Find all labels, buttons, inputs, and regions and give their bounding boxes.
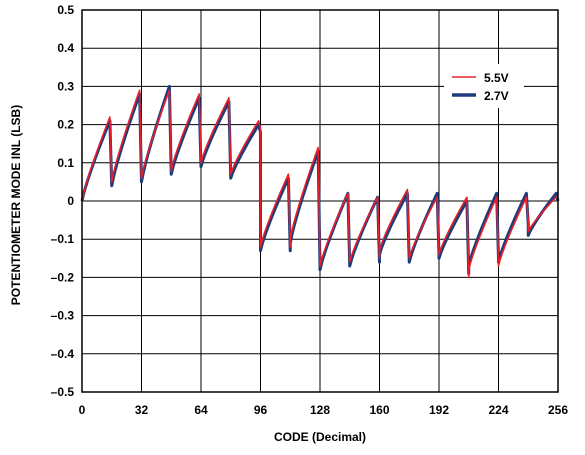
- plot-frame: [81, 9, 559, 393]
- y-tick-label: –0.1: [51, 232, 75, 246]
- x-tick-label: 160: [369, 403, 389, 417]
- x-tick-label: 256: [548, 403, 568, 417]
- grid: [81, 9, 559, 393]
- y-tick-label: 0.4: [57, 41, 74, 55]
- legend-box: [444, 64, 524, 108]
- x-tick-label: 192: [429, 403, 449, 417]
- x-tick-label: 96: [254, 403, 268, 417]
- x-tick-label: 32: [135, 403, 149, 417]
- y-tick-label: 0.2: [57, 118, 74, 132]
- x-tick-label: 0: [79, 403, 86, 417]
- y-tick-label: 0.1: [57, 156, 74, 170]
- series-line-5-5v: [81, 89, 558, 279]
- tick-labels: 0 32 64 96 128 160 192 224 256 0.5 0.4 0.3 0.2 0.1 0 –0…: [51, 3, 569, 417]
- x-axis-title: CODE (Decimal): [274, 430, 366, 444]
- y-axis-title: POTENTIOMETER MODE INL (LSB): [9, 105, 23, 305]
- y-tick-label: –0.4: [51, 347, 75, 361]
- y-tick-label: 0: [67, 194, 74, 208]
- x-tick-label: 224: [488, 403, 508, 417]
- y-tick-label: 0.3: [57, 79, 74, 93]
- legend: 5.5V 2.7V: [444, 64, 524, 108]
- series-layer: [80, 84, 560, 279]
- y-tick-label: –0.5: [51, 385, 75, 399]
- plot-border: [81, 9, 559, 393]
- x-tick-label: 64: [194, 403, 208, 417]
- y-tick-label: –0.2: [51, 270, 75, 284]
- legend-label-2-7v: 2.7V: [484, 89, 509, 103]
- x-tick-label: 128: [310, 403, 330, 417]
- y-tick-label: –0.3: [51, 309, 75, 323]
- y-tick-label: 0.5: [57, 3, 74, 17]
- legend-label-5-5v: 5.5V: [484, 71, 509, 85]
